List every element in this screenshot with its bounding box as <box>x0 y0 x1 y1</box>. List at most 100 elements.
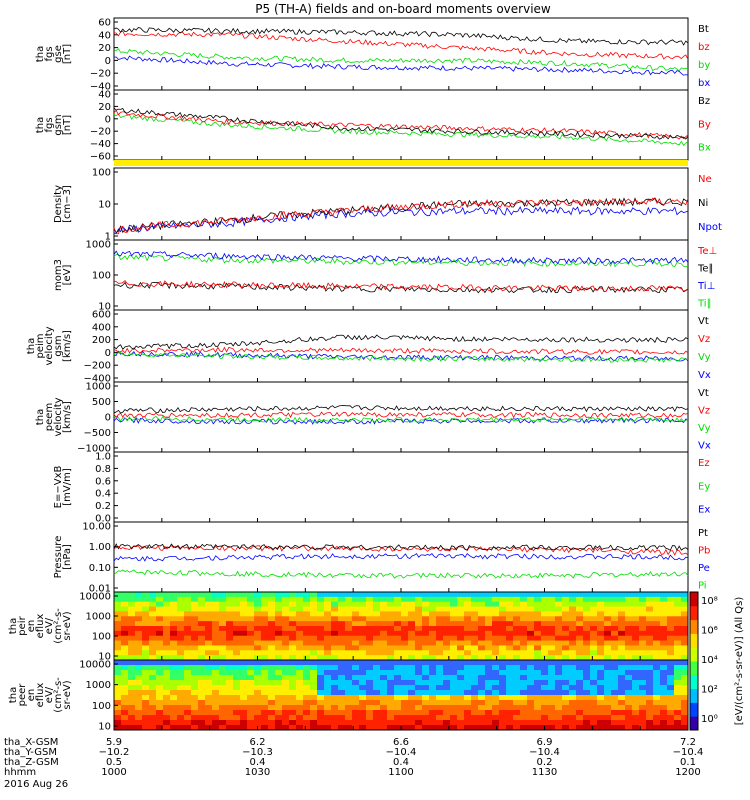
heatmap-cell <box>415 616 423 622</box>
heatmap-cell <box>394 670 402 676</box>
heatmap-cell <box>548 685 556 691</box>
heatmap-cell <box>464 655 472 661</box>
y-tick-label: 500 <box>92 397 111 408</box>
heatmap-cell <box>611 685 619 691</box>
heatmap-cell <box>289 660 297 666</box>
heatmap-cell <box>674 725 682 731</box>
heatmap-cell <box>149 695 157 701</box>
heatmap-cell <box>121 611 129 617</box>
heatmap-cell <box>499 640 507 646</box>
heatmap-cell <box>527 715 535 721</box>
legend-entry: Ex <box>698 505 710 516</box>
heatmap-cell <box>226 725 234 731</box>
heatmap-cell <box>205 670 213 676</box>
heatmap-cell <box>170 720 178 726</box>
heatmap-cell <box>618 670 626 676</box>
heatmap-cell <box>464 626 472 632</box>
heatmap-cell <box>681 635 689 641</box>
legend-entry: Te∥ <box>697 264 714 275</box>
heatmap-cell <box>618 621 626 627</box>
heatmap-cell <box>184 611 192 617</box>
heatmap-cell <box>142 650 150 656</box>
heatmap-cell <box>415 592 423 598</box>
heatmap-cell <box>555 720 563 726</box>
legend-entry: Pb <box>698 546 710 557</box>
heatmap-cell <box>226 715 234 721</box>
heatmap-cell <box>646 635 654 641</box>
axis-frame <box>113 239 689 311</box>
heatmap-cell <box>331 665 339 671</box>
heatmap-cell <box>660 705 668 711</box>
heatmap-cell <box>275 680 283 686</box>
heatmap-cell <box>639 670 647 676</box>
heatmap-cell <box>450 690 458 696</box>
heatmap-cell <box>387 720 395 726</box>
heatmap-cell <box>394 626 402 632</box>
heatmap-cell <box>401 655 409 661</box>
heatmap-cell <box>170 621 178 627</box>
heatmap-cell <box>450 640 458 646</box>
heatmap-cell <box>240 685 248 691</box>
heatmap-cell <box>142 645 150 651</box>
heatmap-cell <box>254 695 262 701</box>
heatmap-cell <box>569 655 577 661</box>
heatmap-cell <box>114 606 122 612</box>
heatmap-cell <box>681 660 689 666</box>
heatmap-cell <box>611 710 619 716</box>
heatmap-cell <box>303 635 311 641</box>
heatmap-cell <box>191 596 199 603</box>
heatmap-cell <box>282 650 290 656</box>
heatmap-cell <box>170 645 178 651</box>
heatmap-cell <box>275 700 283 706</box>
heatmap-cell <box>121 635 129 641</box>
heatmap-cell <box>660 660 668 666</box>
heatmap-cell <box>387 665 395 671</box>
heatmap-cell <box>310 660 318 666</box>
heatmap-cell <box>219 645 227 651</box>
heatmap-cell <box>667 611 675 617</box>
y-axis-label: Pressure[nPa] <box>53 536 73 579</box>
heatmap-cell <box>352 695 360 701</box>
heatmap-cell <box>198 680 206 686</box>
heatmap-cell <box>667 655 675 661</box>
heatmap-cell <box>471 705 479 711</box>
heatmap-cell <box>380 645 388 651</box>
y-tick-label: 0.2 <box>95 501 111 512</box>
heatmap-cell <box>261 592 269 598</box>
heatmap-cell <box>317 680 325 686</box>
heatmap-cell <box>471 626 479 632</box>
heatmap-cell <box>450 710 458 716</box>
heatmap-cell <box>569 675 577 681</box>
heatmap-cell <box>422 635 430 641</box>
ephemeris-value: −10.2 <box>99 747 130 758</box>
heatmap-cell <box>387 705 395 711</box>
y-tick-label: 10 <box>98 302 111 313</box>
heatmap-cell <box>576 695 584 701</box>
heatmap-cell <box>359 645 367 651</box>
heatmap-cell <box>163 725 171 731</box>
heatmap-cell <box>590 655 598 661</box>
heatmap-cell <box>254 621 262 627</box>
heatmap-cell <box>212 695 220 701</box>
heatmap-cell <box>422 715 430 721</box>
heatmap-cell <box>233 592 241 598</box>
heatmap-cell <box>366 670 374 676</box>
heatmap-cell <box>604 611 612 617</box>
heatmap-cell <box>611 675 619 681</box>
heatmap-cell <box>373 630 381 637</box>
heatmap-cell <box>114 601 122 607</box>
heatmap-cell <box>198 710 206 716</box>
heatmap-cell <box>191 695 199 701</box>
heatmap-cell <box>170 650 178 656</box>
heatmap-cell <box>471 715 479 721</box>
heatmap-cell <box>534 725 542 731</box>
heatmap-cell <box>233 601 241 607</box>
heatmap-cell <box>674 680 682 686</box>
heatmap-cell <box>408 720 416 726</box>
heatmap-cell <box>275 650 283 656</box>
heatmap-cell <box>534 650 542 656</box>
heatmap-cell <box>415 660 423 666</box>
heatmap-cell <box>548 621 556 627</box>
heatmap-cell <box>632 705 640 711</box>
